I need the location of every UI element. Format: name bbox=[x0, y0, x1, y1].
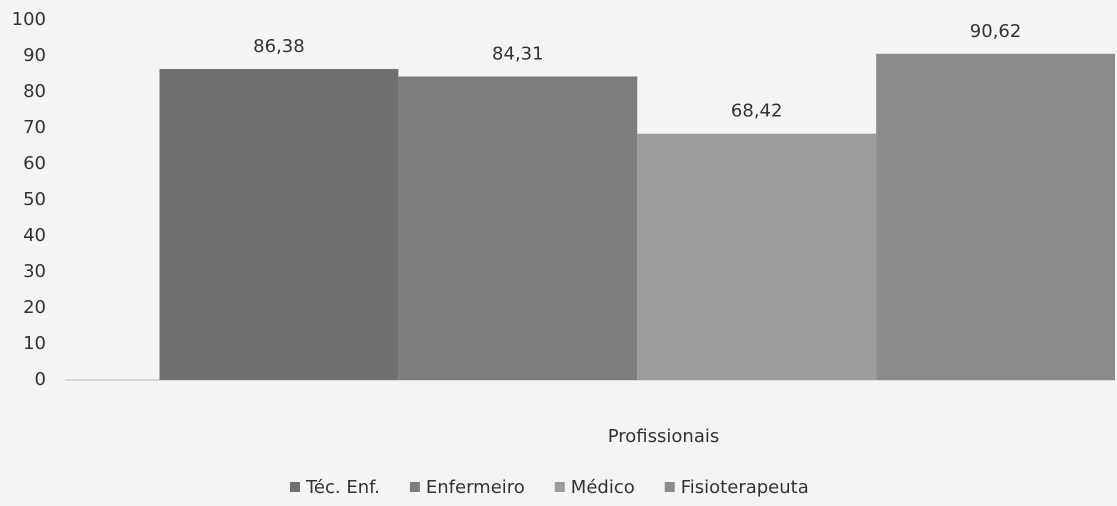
y-tick-label: 60 bbox=[23, 153, 46, 174]
y-tick-label: 70 bbox=[23, 117, 46, 138]
legend-swatch bbox=[409, 482, 420, 492]
y-tick-label: 90 bbox=[23, 45, 46, 66]
legend-swatch bbox=[664, 482, 675, 492]
legend-label: Fisioterapeuta bbox=[681, 477, 809, 498]
bar bbox=[637, 133, 877, 380]
legend-label: Médico bbox=[571, 477, 635, 498]
data-label: 68,42 bbox=[731, 101, 783, 122]
legend-swatch bbox=[554, 482, 565, 492]
y-tick-label: 0 bbox=[35, 369, 46, 390]
bar bbox=[159, 69, 399, 381]
y-tick-label: 10 bbox=[23, 333, 46, 354]
y-tick-label: 80 bbox=[23, 81, 46, 102]
data-label: 90,62 bbox=[970, 21, 1022, 42]
x-tick-label: Profissionais bbox=[608, 426, 719, 447]
y-tick-label: 100 bbox=[12, 9, 46, 30]
data-label: 86,38 bbox=[253, 36, 305, 57]
legend-label: Téc. Enf. bbox=[305, 477, 380, 498]
y-tick-label: 30 bbox=[23, 261, 46, 282]
bar bbox=[398, 76, 638, 380]
bar bbox=[876, 53, 1115, 380]
legend-swatch bbox=[290, 482, 300, 492]
data-label: 84,31 bbox=[492, 43, 544, 64]
legend-label: Enfermeiro bbox=[426, 477, 525, 498]
y-tick-label: 20 bbox=[23, 297, 46, 318]
y-tick-label: 40 bbox=[23, 225, 46, 246]
y-tick-label: 50 bbox=[23, 189, 46, 210]
